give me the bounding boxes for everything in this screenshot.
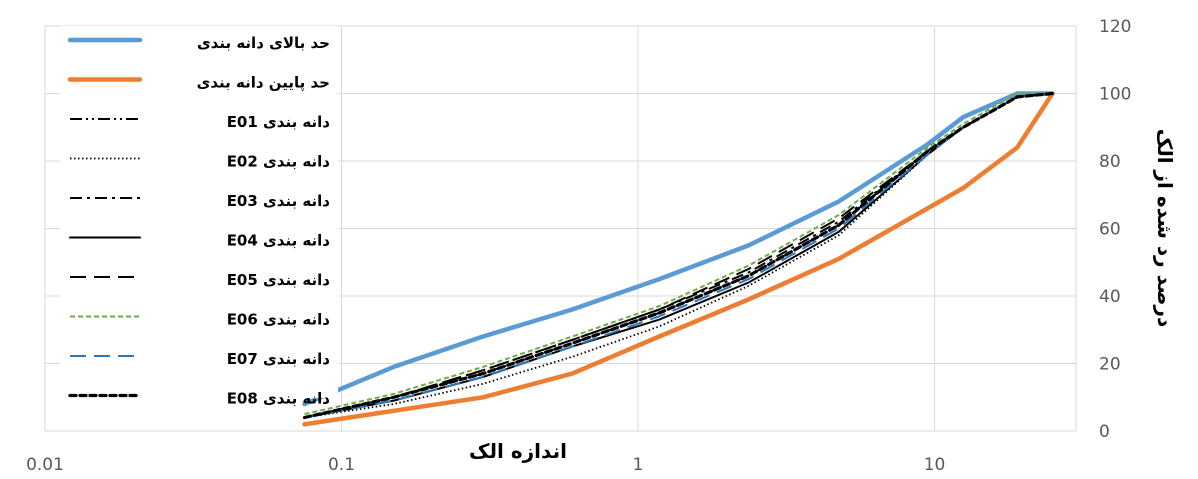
y-axis-title: درصد رد شده از الک [1153,129,1177,328]
y-tick-label: 40 [1099,287,1121,307]
legend-label-5: دانه بندی E03 [227,192,331,210]
y-tick-label: 120 [1099,17,1131,37]
legend-label-4: دانه بندی E02 [227,153,331,171]
legend-label-10: دانه بندی E08 [227,390,331,408]
legend-label-2: حد پایین دانه بندی [197,74,330,93]
x-axis-title: اندازه الک [469,439,567,463]
series-line-1 [302,91,1055,407]
legend-label-3: دانه بندی E01 [227,113,331,131]
y-tick-label: 80 [1099,152,1121,172]
legend-label-9: دانه بندی E07 [227,350,331,368]
series-lines [302,91,1055,427]
series-line-10 [302,91,1055,420]
legend-label-6: دانه بندی E04 [227,232,331,250]
tick-labels: 0 20 40 60 80 100 120 0.01 0.1 1 10 [26,17,1131,475]
series-line-2 [302,91,1055,427]
x-tick-label: 0.1 [328,455,355,475]
legend-label-1: حد بالای دانه بندی [197,34,330,52]
legend: حد بالای دانه بندی حد پایین دانه بندی دانه… [60,26,338,408]
series-line-8 [304,92,1053,416]
y-tick-label: 20 [1099,355,1121,375]
legend-box [60,26,338,398]
x-tick-label: 10 [924,455,946,475]
x-tick-label: 0.01 [26,455,64,475]
x-tick-label: 1 [633,455,644,475]
y-tick-label: 60 [1099,220,1121,240]
series-line-4 [304,92,1053,419]
y-tick-label: 100 [1099,85,1131,105]
y-tick-label: 0 [1099,422,1110,442]
legend-label-7: دانه بندی E05 [227,271,331,289]
legend-label-8: دانه بندی E06 [227,311,331,329]
